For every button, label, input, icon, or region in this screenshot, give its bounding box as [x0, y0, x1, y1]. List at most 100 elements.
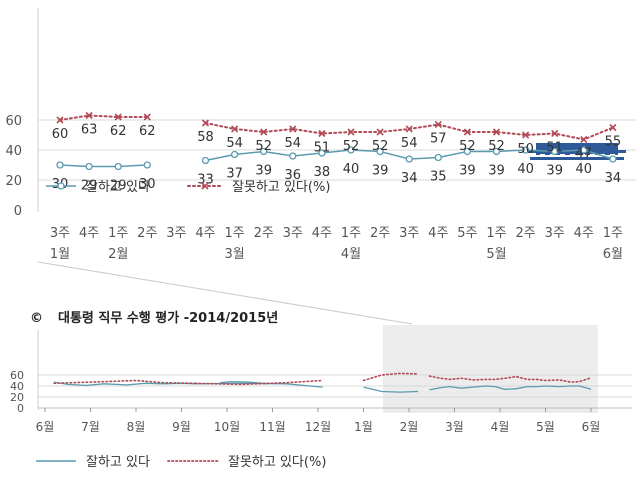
y-tick-label: 0: [17, 402, 24, 415]
series-good-data-label: 40: [517, 162, 534, 177]
zoom-connector: [37, 261, 413, 325]
series-good-data-label: 34: [401, 171, 418, 186]
x-tick-week-label: 1주: [224, 226, 244, 241]
x-tick-week-label: 4주: [428, 226, 448, 241]
series-bad-data-label: 54: [401, 136, 418, 151]
series-good-marker: [85, 162, 93, 171]
x-tick-label: 11월: [259, 420, 285, 434]
chart-title: © 대통령 직무 수행 평가 -2014/2015년: [30, 310, 278, 326]
y-tick-label: 40: [10, 380, 24, 393]
series-bad-marker: [231, 125, 239, 133]
series-good-marker: [114, 162, 122, 171]
series-bad-marker: [551, 129, 559, 138]
series-good-line: [220, 380, 269, 385]
series-good-marker: [463, 147, 472, 156]
series-bad-data-label: 47: [576, 147, 593, 162]
y-tick-label: 20: [10, 391, 24, 404]
series-bad-marker: [492, 128, 501, 136]
building-window: [540, 154, 545, 158]
x-tick-week-label: 1주: [603, 226, 623, 241]
series-bad-line: [362, 372, 419, 382]
legend-bad-label: 잘못하고 있다(%): [228, 455, 326, 470]
series-good-marker: [405, 155, 413, 163]
legend-good-label: 잘하고 있다: [86, 455, 150, 470]
x-tick-label: 9월: [172, 420, 191, 434]
series-bad-data-label: 51: [314, 141, 331, 156]
building-window: [580, 154, 585, 158]
series-bad-marker: [580, 135, 588, 144]
legend-bad-label: 잘못하고 있다(%): [232, 180, 330, 195]
x-tick-week-label: 3주: [50, 226, 70, 241]
series-good-data-label: 29: [110, 179, 127, 194]
x-tick-month-label: 6월: [603, 247, 623, 262]
x-tick-week-label: 2주: [370, 226, 390, 241]
building-window: [590, 154, 595, 158]
series-good-data-label: 35: [430, 170, 447, 185]
series-good-line: [429, 385, 592, 391]
series-bad-data-label: 50: [517, 142, 534, 157]
series-good-data-label: 39: [488, 164, 505, 179]
legend: 잘하고 있다 잘못하고 있다(%): [46, 180, 330, 195]
series-good-marker: [347, 146, 355, 154]
x-tick-label: 6월: [36, 420, 55, 434]
legend: 잘하고 있다 잘못하고 있다(%): [36, 455, 326, 470]
x-tick-week-label: 2주: [254, 226, 274, 241]
series-good-data-label: 39: [546, 164, 563, 179]
x-tick-week-label: 2주: [515, 226, 535, 241]
x-tick-week-label: 2주: [137, 226, 157, 241]
series-bad-data-label: 52: [372, 139, 389, 154]
series-bad-marker: [56, 116, 64, 124]
building-window: [570, 154, 575, 158]
series-good-marker: [434, 153, 442, 162]
series-bad-marker: [376, 128, 384, 136]
building-window: [560, 154, 565, 158]
highlight-region: [383, 325, 598, 413]
series-bad-marker: [114, 113, 122, 121]
series-bad-marker: [609, 123, 617, 132]
series-bad-data-label: 54: [226, 136, 243, 151]
x-tick-label: 4월: [491, 420, 510, 434]
top-chart: 0 20 40 60 3주 1월 4주 1주 2월 2주 3주 4주 1주 3월 2주 3주 4주 1주 4월 2주 3…: [5, 8, 636, 262]
y-tick-label: 0: [14, 204, 22, 219]
series-bad-marker: [434, 120, 442, 129]
x-tick-month-label: 4월: [341, 247, 361, 262]
series-bad-marker: [201, 119, 210, 127]
x-tick-label: 3월: [445, 420, 464, 434]
x-tick-week-label: 1주: [341, 226, 361, 241]
building-window: [550, 154, 555, 158]
series-bad-marker: [289, 125, 297, 133]
x-tick-week-label: 4주: [312, 226, 332, 241]
series-bad-data-label: 54: [285, 136, 302, 151]
x-tick-week-label: 3주: [545, 226, 565, 241]
series-good-marker: [551, 147, 559, 156]
legend-good-label: 잘하고 있다: [86, 180, 150, 195]
x-tick-month-label: 3월: [224, 247, 244, 262]
building-base: [530, 157, 624, 160]
series-bad-marker: [405, 125, 413, 133]
x-tick-week-label: 3주: [166, 226, 186, 241]
x-tick-month-label: 5월: [486, 247, 506, 262]
series-good-marker: [376, 147, 384, 156]
chart-title-text: 대통령 직무 수행 평가 -2014/2015년: [58, 310, 278, 326]
x-tick-week-label: 5주: [457, 226, 477, 241]
x-tick-month-label: 2월: [108, 247, 128, 262]
series-good-data-label: 33: [197, 173, 214, 188]
x-tick-label: 6월: [582, 420, 601, 434]
y-tick-label: 60: [10, 369, 24, 382]
series-good-data-label: 40: [576, 162, 593, 177]
series-bad-line: [53, 379, 196, 385]
series-bad-marker: [260, 128, 268, 136]
x-tick-week-label: 3주: [283, 226, 303, 241]
series-bad-marker: [463, 128, 471, 136]
legend-bad-swatch-marker: [201, 182, 209, 190]
series-bad-data-label: 60: [52, 127, 69, 142]
series-bad-line: [59, 114, 149, 121]
series-bad-line: [194, 379, 324, 386]
series-bad-data-label: 58: [197, 130, 214, 145]
series-bad-data-label: 62: [139, 124, 156, 139]
series-bad-marker: [522, 131, 530, 139]
x-tick-week-label: 4주: [79, 226, 99, 241]
series-good-data-label: 39: [372, 164, 389, 179]
series-good-marker: [201, 156, 210, 165]
